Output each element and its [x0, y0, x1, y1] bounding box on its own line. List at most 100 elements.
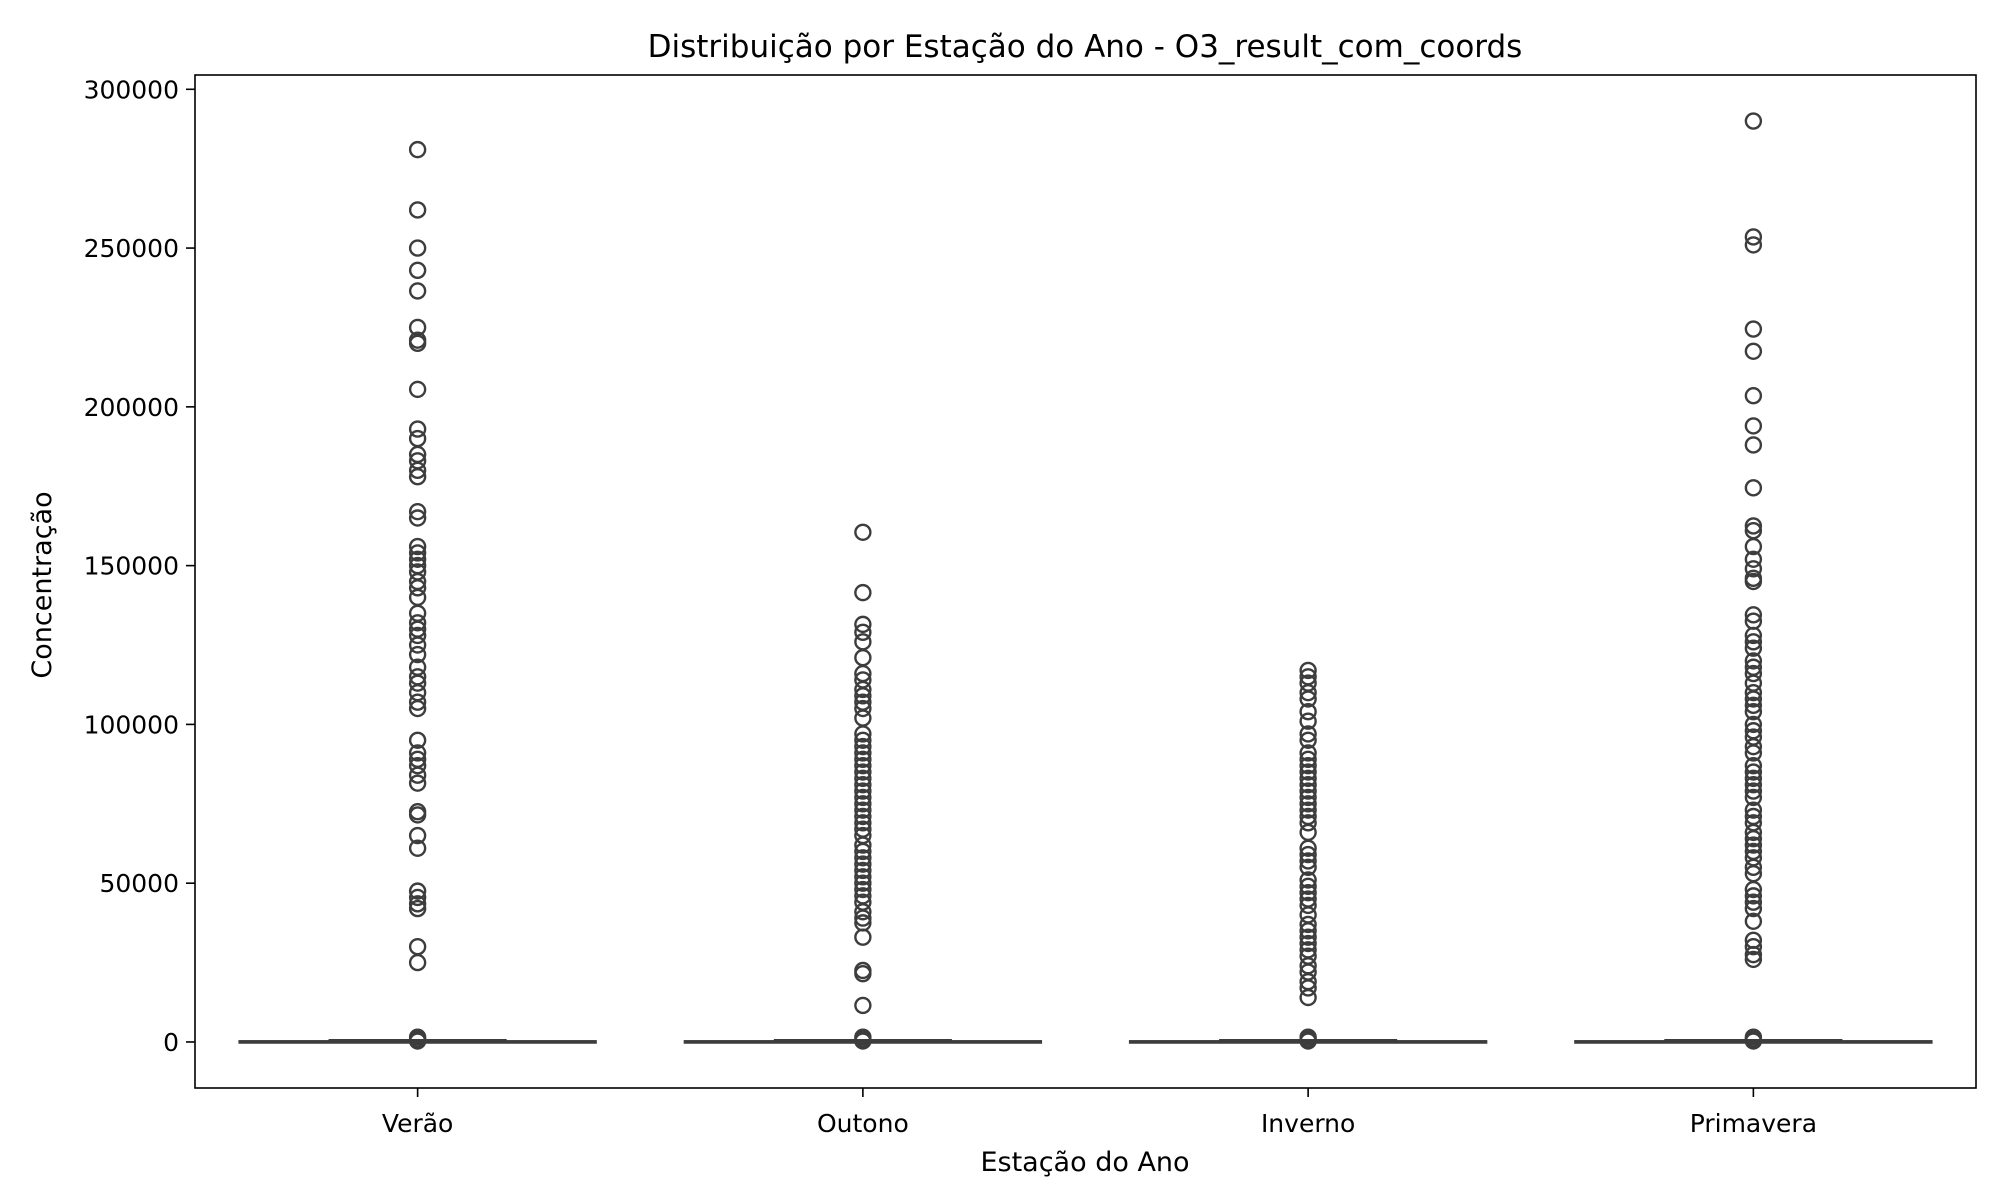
outlier-point	[1744, 702, 1763, 721]
outlier-point	[1744, 801, 1763, 819]
outlier-point	[1744, 436, 1763, 454]
outlier-point	[1744, 683, 1763, 702]
outlier-point	[1299, 934, 1317, 953]
outlier-point	[1744, 950, 1763, 969]
outlier-point	[854, 756, 872, 775]
outlier-point	[854, 855, 872, 873]
outlier-point	[1744, 836, 1763, 854]
outlier-point	[854, 874, 872, 892]
outlier-point	[1299, 795, 1317, 813]
outlier-point	[1299, 814, 1317, 832]
outlier-point	[1299, 884, 1317, 902]
outlier-point	[1299, 750, 1317, 769]
outlier-point	[854, 836, 872, 854]
outlier-point	[854, 782, 872, 800]
outlier-point	[408, 502, 427, 521]
outlier-point	[1744, 112, 1763, 130]
outlier-point	[1299, 731, 1317, 749]
outlier-point	[854, 788, 872, 807]
outlier-point	[408, 888, 427, 907]
outlier-point	[1744, 633, 1763, 651]
outlier-point	[1744, 228, 1763, 246]
outlier-point	[854, 680, 872, 699]
outlier-point	[854, 649, 872, 667]
outlier-point	[1299, 852, 1317, 870]
outlier-point	[1744, 652, 1763, 670]
outlier-point	[854, 964, 872, 983]
outlier-point	[1299, 776, 1317, 794]
outlier-point	[408, 899, 427, 918]
outlier-point	[1744, 788, 1763, 807]
outlier-point	[1744, 342, 1763, 360]
outlier-point	[1299, 769, 1317, 788]
outlier-point	[1299, 839, 1317, 857]
outlier-point	[408, 744, 427, 762]
outlier-point	[1299, 915, 1317, 934]
outlier-point	[1744, 560, 1763, 578]
y-tick-label: 50000	[99, 869, 179, 898]
outlier-point	[854, 807, 872, 826]
outlier-point	[854, 709, 872, 727]
outlier-point	[1299, 801, 1317, 819]
outlier-point	[408, 756, 427, 775]
outlier-point	[1299, 922, 1317, 940]
outlier-point	[1299, 877, 1317, 896]
outlier-point	[854, 996, 872, 1015]
outlier-point	[854, 523, 872, 541]
outlier-point	[1744, 517, 1763, 535]
outlier-point	[408, 882, 427, 900]
outlier-point	[1299, 788, 1317, 807]
x-tick-label: Verão	[382, 1109, 453, 1138]
outlier-point	[408, 953, 427, 972]
outlier-point	[854, 623, 872, 642]
outlier-point	[408, 636, 427, 654]
outlier-point	[408, 550, 427, 568]
outlier-point	[854, 814, 872, 832]
y-tick-label: 200000	[84, 393, 179, 422]
outlier-point	[854, 903, 872, 921]
outlier-point	[408, 937, 427, 956]
outlier-point	[854, 849, 872, 867]
outlier-point	[408, 461, 427, 480]
outlier-point	[408, 239, 427, 257]
outlier-point	[1299, 702, 1317, 721]
outlier-point	[854, 861, 872, 880]
outlier-point	[408, 806, 427, 824]
outlier-point	[408, 895, 427, 913]
outlier-point	[408, 614, 427, 632]
outlier-point	[1299, 928, 1317, 946]
outlier-point	[408, 731, 427, 749]
outlier-point	[408, 544, 427, 562]
outlier-point	[1744, 417, 1763, 435]
outlier-point	[1299, 845, 1317, 864]
outlier-point	[854, 633, 872, 651]
outlier-point	[408, 839, 427, 857]
x-axis-label: Estação do Ano	[980, 1147, 1189, 1178]
outlier-point	[854, 769, 872, 788]
plot-frame	[194, 74, 1977, 1089]
outlier-point	[408, 1032, 427, 1050]
outlier-point	[1299, 896, 1317, 915]
outlier-point	[1744, 1032, 1763, 1050]
outlier-point	[1744, 912, 1763, 930]
outlier-point	[1744, 696, 1763, 715]
outlier-point	[1744, 737, 1763, 756]
outlier-point	[1744, 776, 1763, 794]
outlier-point	[1299, 725, 1317, 743]
outlier-point	[1744, 690, 1763, 708]
outlier-point	[854, 801, 872, 819]
outlier-point	[1744, 479, 1763, 497]
outlier-point	[408, 693, 427, 711]
outlier-point	[854, 776, 872, 794]
outlier-point	[408, 766, 427, 784]
outlier-point	[1744, 880, 1763, 899]
outlier-point	[1744, 606, 1763, 624]
outlier-point	[1299, 1032, 1317, 1050]
outlier-point	[1299, 782, 1317, 800]
outlier-point	[408, 509, 427, 527]
x-tick-label: Primavera	[1690, 1109, 1817, 1138]
outlier-point	[408, 420, 427, 438]
outlier-point	[854, 909, 872, 927]
outlier-point	[1744, 763, 1763, 781]
